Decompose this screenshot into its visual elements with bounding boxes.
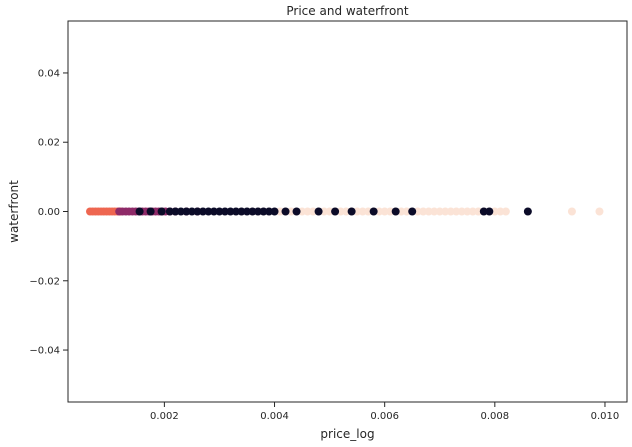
data-point: [408, 207, 417, 216]
data-point: [292, 207, 301, 216]
y-tick-label: 0.02: [38, 138, 60, 149]
data-point: [248, 207, 257, 216]
data-point: [523, 207, 532, 216]
x-tick-label: 0.008: [481, 411, 510, 422]
x-axis-label: price_log: [320, 427, 374, 441]
y-tick-label: −0.02: [29, 276, 60, 287]
data-point: [320, 207, 329, 216]
data-point: [457, 207, 466, 216]
data-point: [325, 207, 334, 216]
x-tick-label: 0.010: [591, 411, 620, 422]
data-point: [375, 207, 384, 216]
data-point: [204, 207, 213, 216]
data-point: [468, 207, 477, 216]
x-axis-ticks: 0.002 0.004 0.006 0.008 0.010: [150, 402, 619, 422]
data-point: [226, 207, 235, 216]
data-point: [309, 207, 318, 216]
data-point: [165, 207, 174, 216]
data-point: [567, 207, 576, 216]
data-point: [501, 207, 510, 216]
x-tick-label: 0.004: [260, 411, 289, 422]
data-point: [364, 207, 373, 216]
data-point: [259, 207, 268, 216]
data-point: [331, 207, 340, 216]
data-point: [171, 207, 180, 216]
data-point: [157, 207, 166, 216]
data-point: [146, 207, 155, 216]
data-point: [209, 207, 218, 216]
data-point: [281, 207, 290, 216]
data-point: [391, 207, 400, 216]
data-point: [485, 207, 494, 216]
data-point: [413, 207, 422, 216]
data-point: [369, 207, 378, 216]
data-point: [353, 207, 362, 216]
data-point: [452, 207, 461, 216]
data-point: [490, 207, 499, 216]
data-point: [342, 207, 351, 216]
data-point: [254, 207, 263, 216]
y-axis-label: waterfront: [7, 180, 21, 243]
data-point: [176, 207, 185, 216]
data-point: [242, 207, 251, 216]
points-layer: [86, 207, 604, 216]
x-tick-label: 0.002: [150, 411, 179, 422]
data-point: [380, 207, 389, 216]
data-point: [231, 207, 240, 216]
x-tick-label: 0.006: [370, 411, 399, 422]
data-point: [182, 207, 191, 216]
data-point: [215, 207, 224, 216]
chart-title: Price and waterfront: [286, 4, 409, 18]
data-point: [135, 207, 144, 216]
data-point: [336, 207, 345, 216]
data-point: [193, 207, 202, 216]
data-point: [446, 207, 455, 216]
data-point: [276, 207, 285, 216]
data-point: [419, 207, 428, 216]
data-point: [435, 207, 444, 216]
data-point: [496, 207, 505, 216]
data-point: [303, 207, 312, 216]
data-point: [386, 207, 395, 216]
data-point: [298, 207, 307, 216]
data-point: [265, 207, 274, 216]
data-point: [198, 207, 207, 216]
data-point: [358, 207, 367, 216]
data-point: [479, 207, 488, 216]
data-point: [402, 207, 411, 216]
data-point: [595, 207, 604, 216]
y-tick-label: 0.04: [38, 68, 60, 79]
data-point: [270, 207, 279, 216]
data-point: [424, 207, 433, 216]
data-point: [430, 207, 439, 216]
data-point: [347, 207, 356, 216]
data-point: [314, 207, 323, 216]
data-point: [474, 207, 483, 216]
data-point: [397, 207, 406, 216]
y-axis-ticks: 0.04 0.02 0.00 −0.02 −0.04: [29, 68, 68, 357]
data-point: [463, 207, 472, 216]
data-point: [237, 207, 246, 216]
data-point: [187, 207, 196, 216]
y-tick-label: −0.04: [29, 346, 60, 357]
data-point: [441, 207, 450, 216]
y-tick-label: 0.00: [38, 207, 60, 218]
data-point: [220, 207, 229, 216]
data-point: [287, 207, 296, 216]
plot-frame: [67, 20, 628, 403]
